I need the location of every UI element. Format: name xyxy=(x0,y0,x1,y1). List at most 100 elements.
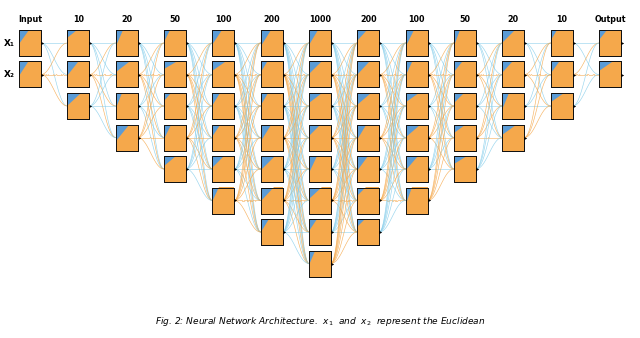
Bar xyxy=(406,188,428,214)
Text: 20: 20 xyxy=(121,15,132,24)
Bar xyxy=(164,30,186,56)
Text: 50: 50 xyxy=(460,15,470,24)
Bar xyxy=(454,93,476,119)
Bar xyxy=(212,93,234,119)
Bar xyxy=(309,156,331,182)
Polygon shape xyxy=(357,219,380,245)
Bar xyxy=(357,219,380,245)
Bar xyxy=(309,62,331,88)
Text: 200: 200 xyxy=(360,15,377,24)
Bar xyxy=(260,30,283,56)
Polygon shape xyxy=(309,62,331,88)
Polygon shape xyxy=(357,188,380,214)
Polygon shape xyxy=(550,30,573,56)
Bar xyxy=(454,156,476,182)
Bar xyxy=(406,62,428,88)
Polygon shape xyxy=(260,156,283,182)
Polygon shape xyxy=(502,62,524,88)
Bar xyxy=(550,30,573,56)
Bar xyxy=(116,30,138,56)
Bar xyxy=(67,62,90,88)
Bar xyxy=(454,62,476,88)
Bar xyxy=(67,30,90,56)
Bar xyxy=(164,62,186,88)
Bar xyxy=(406,156,428,182)
Text: 200: 200 xyxy=(263,15,280,24)
Polygon shape xyxy=(550,62,573,88)
Bar xyxy=(357,156,380,182)
Bar xyxy=(502,93,524,119)
Bar xyxy=(454,30,476,56)
Bar xyxy=(502,93,524,119)
Polygon shape xyxy=(116,30,138,56)
Polygon shape xyxy=(406,93,428,119)
Polygon shape xyxy=(212,124,234,150)
Polygon shape xyxy=(357,124,380,150)
Polygon shape xyxy=(406,156,428,182)
Bar xyxy=(212,93,234,119)
Bar xyxy=(67,93,90,119)
Bar xyxy=(67,93,90,119)
Bar xyxy=(212,62,234,88)
Polygon shape xyxy=(599,62,621,88)
Polygon shape xyxy=(406,124,428,150)
Polygon shape xyxy=(260,219,283,245)
Bar xyxy=(164,30,186,56)
Polygon shape xyxy=(406,30,428,56)
Bar xyxy=(19,62,41,88)
Bar xyxy=(164,93,186,119)
Polygon shape xyxy=(309,219,331,245)
Polygon shape xyxy=(550,93,573,119)
Bar xyxy=(260,219,283,245)
Bar xyxy=(406,188,428,214)
Bar xyxy=(212,188,234,214)
Bar xyxy=(212,124,234,150)
Polygon shape xyxy=(67,62,90,88)
Polygon shape xyxy=(164,93,186,119)
Bar xyxy=(309,93,331,119)
Text: X₂: X₂ xyxy=(4,70,15,79)
Polygon shape xyxy=(164,30,186,56)
Bar xyxy=(309,188,331,214)
Bar xyxy=(309,250,331,276)
Bar xyxy=(406,93,428,119)
Polygon shape xyxy=(260,30,283,56)
Bar xyxy=(502,62,524,88)
Polygon shape xyxy=(164,62,186,88)
Bar xyxy=(454,124,476,150)
Polygon shape xyxy=(116,62,138,88)
Bar xyxy=(260,188,283,214)
Bar xyxy=(116,93,138,119)
Text: 1000: 1000 xyxy=(309,15,331,24)
Bar xyxy=(309,219,331,245)
Bar xyxy=(357,219,380,245)
Text: Fig. 2: Neural Network Architecture.  $x_1$  and  $x_2$  represent the Euclidean: Fig. 2: Neural Network Architecture. $x_… xyxy=(155,314,485,328)
Polygon shape xyxy=(212,156,234,182)
Bar xyxy=(212,156,234,182)
Bar xyxy=(502,30,524,56)
Bar xyxy=(260,93,283,119)
Bar xyxy=(406,156,428,182)
Bar xyxy=(164,156,186,182)
Bar xyxy=(116,62,138,88)
Bar xyxy=(260,156,283,182)
Bar xyxy=(599,62,621,88)
Bar xyxy=(212,188,234,214)
Polygon shape xyxy=(212,30,234,56)
Polygon shape xyxy=(260,93,283,119)
Bar xyxy=(406,62,428,88)
Bar xyxy=(550,62,573,88)
Bar xyxy=(550,93,573,119)
Bar xyxy=(454,62,476,88)
Text: 50: 50 xyxy=(170,15,180,24)
Polygon shape xyxy=(454,30,476,56)
Bar xyxy=(599,30,621,56)
Bar xyxy=(260,124,283,150)
Bar xyxy=(67,30,90,56)
Bar xyxy=(309,62,331,88)
Bar xyxy=(357,93,380,119)
Text: Output: Output xyxy=(595,15,626,24)
Bar xyxy=(309,30,331,56)
Polygon shape xyxy=(212,188,234,214)
Bar xyxy=(260,188,283,214)
